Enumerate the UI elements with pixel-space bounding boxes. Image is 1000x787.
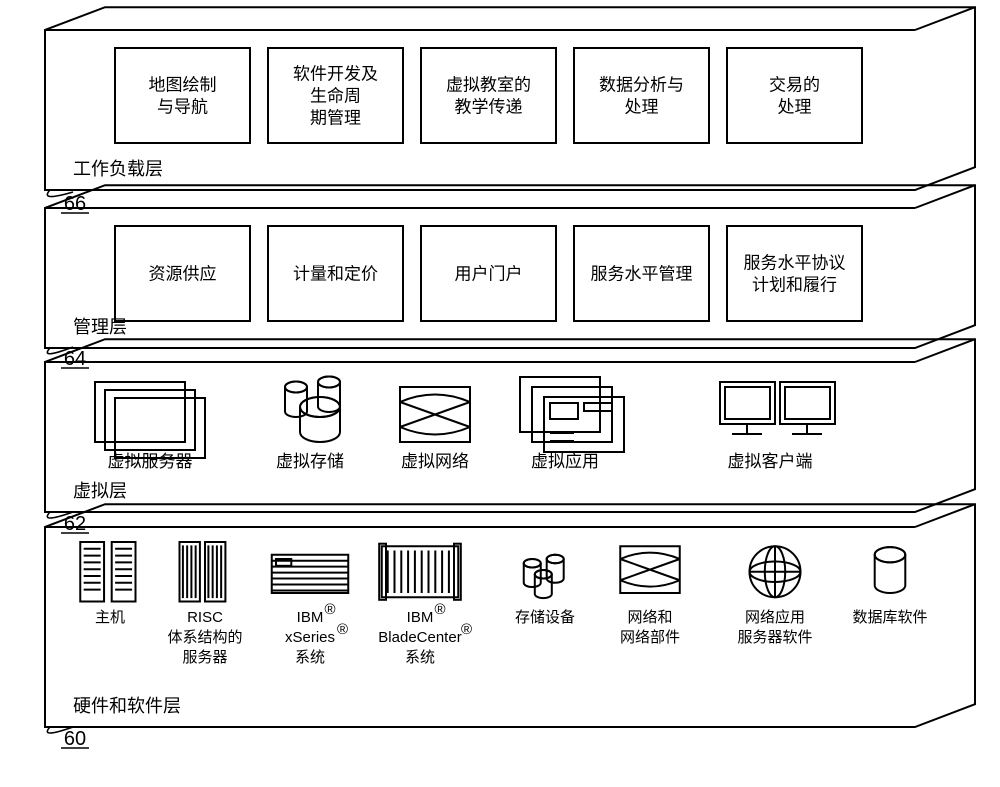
svg-text:期管理: 期管理 bbox=[310, 109, 361, 128]
svg-text:体系结构的: 体系结构的 bbox=[167, 629, 242, 646]
monitors-icon bbox=[720, 382, 835, 434]
box bbox=[727, 226, 862, 321]
svg-text:服务水平管理: 服务水平管理 bbox=[591, 265, 693, 284]
app-windows-icon bbox=[520, 377, 624, 452]
svg-text:®: ® bbox=[337, 621, 348, 638]
svg-text:教学传递: 教学传递 bbox=[455, 98, 523, 117]
box bbox=[727, 48, 862, 143]
svg-text:服务器软件: 服务器软件 bbox=[737, 629, 812, 646]
svg-text:与导航: 与导航 bbox=[157, 98, 208, 117]
svg-text:网络部件: 网络部件 bbox=[620, 629, 680, 646]
svg-text:处理: 处理 bbox=[778, 98, 812, 117]
svg-text:服务水平协议: 服务水平协议 bbox=[744, 254, 846, 273]
box bbox=[421, 48, 556, 143]
svg-text:虚拟存储: 虚拟存储 bbox=[276, 452, 344, 471]
architecture-diagram: 工作负载层66地图绘制与导航软件开发及生命周期管理虚拟教室的教学传递数据分析与处… bbox=[0, 0, 1000, 787]
layer-title-62: 虚拟层 bbox=[73, 481, 127, 501]
svg-text:虚拟应用: 虚拟应用 bbox=[531, 452, 599, 471]
net-box-icon bbox=[400, 387, 470, 442]
cylinders-icon bbox=[285, 377, 340, 443]
svg-text:资源供应: 资源供应 bbox=[149, 265, 217, 284]
box bbox=[574, 48, 709, 143]
svg-text:服务器: 服务器 bbox=[182, 649, 227, 666]
net-box-icon bbox=[620, 546, 680, 593]
svg-text:®: ® bbox=[461, 621, 472, 638]
svg-text:软件开发及: 软件开发及 bbox=[293, 65, 378, 84]
svg-text:RISC: RISC bbox=[187, 609, 223, 626]
svg-text:生命周: 生命周 bbox=[310, 87, 361, 106]
svg-text:系统: 系统 bbox=[295, 649, 325, 666]
globe-icon bbox=[750, 546, 801, 597]
svg-text:网络应用: 网络应用 bbox=[745, 608, 805, 626]
layer-title-66: 工作负载层 bbox=[73, 159, 163, 179]
svg-text:BladeCenter: BladeCenter bbox=[378, 629, 461, 646]
svg-text:计划和履行: 计划和履行 bbox=[752, 276, 837, 295]
db-cyl-icon bbox=[875, 547, 906, 593]
svg-text:用户门户: 用户门户 bbox=[455, 265, 523, 284]
svg-text:系统: 系统 bbox=[405, 649, 435, 666]
svg-text:虚拟网络: 虚拟网络 bbox=[401, 452, 469, 471]
svg-text:主机: 主机 bbox=[95, 609, 125, 626]
svg-text:xSeries: xSeries bbox=[285, 629, 335, 646]
svg-text:数据分析与: 数据分析与 bbox=[599, 76, 684, 95]
rack-h-icon bbox=[272, 555, 349, 593]
box bbox=[115, 48, 250, 143]
svg-text:®: ® bbox=[324, 601, 335, 618]
svg-text:网络和: 网络和 bbox=[627, 609, 672, 626]
svg-text:计量和定价: 计量和定价 bbox=[293, 265, 378, 284]
svg-text:处理: 处理 bbox=[625, 98, 659, 117]
mainframe-icon bbox=[80, 542, 135, 602]
svg-text:交易的: 交易的 bbox=[769, 76, 820, 95]
svg-text:IBM: IBM bbox=[297, 609, 324, 626]
svg-text:存储设备: 存储设备 bbox=[515, 609, 575, 626]
svg-text:60: 60 bbox=[64, 728, 86, 750]
small-cyl-icon bbox=[524, 555, 564, 598]
svg-text:虚拟教室的: 虚拟教室的 bbox=[446, 76, 531, 95]
svg-text:®: ® bbox=[434, 601, 445, 618]
svg-text:数据库软件: 数据库软件 bbox=[852, 609, 927, 626]
svg-text:地图绘制: 地图绘制 bbox=[149, 76, 217, 95]
blade-icon bbox=[379, 544, 461, 600]
layer-title-60: 硬件和软件层 bbox=[73, 696, 181, 716]
stacked-rects-icon bbox=[95, 382, 205, 458]
svg-text:IBM: IBM bbox=[407, 609, 434, 626]
svg-text:虚拟服务器: 虚拟服务器 bbox=[108, 452, 193, 471]
risc-icon bbox=[180, 542, 226, 602]
svg-text:虚拟客户端: 虚拟客户端 bbox=[728, 452, 813, 471]
